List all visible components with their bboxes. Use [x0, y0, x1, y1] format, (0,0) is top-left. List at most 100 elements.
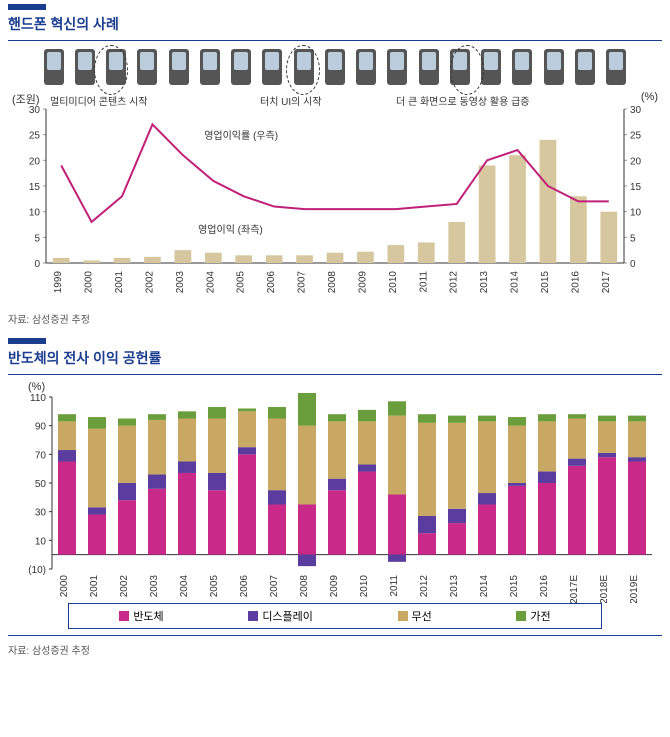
phone-icon [169, 49, 189, 85]
chart2-source: 자료: 삼성증권 추정 [8, 642, 662, 657]
divider [8, 635, 662, 636]
chart2-svg: (10)103050709011020002001200220032004200… [8, 393, 662, 603]
phone-icon [137, 49, 157, 85]
phone-icon [325, 49, 345, 85]
svg-text:2006: 2006 [239, 575, 250, 598]
svg-text:2009: 2009 [329, 575, 340, 598]
phone-icon [75, 49, 95, 85]
svg-text:10: 10 [29, 208, 41, 219]
phone-icon [44, 49, 64, 85]
legend-label: 무선 [412, 608, 432, 624]
accent-bar [8, 4, 46, 10]
svg-text:2015: 2015 [509, 575, 520, 598]
svg-text:15: 15 [29, 182, 41, 193]
svg-text:2003: 2003 [149, 575, 160, 598]
svg-text:2007: 2007 [269, 575, 280, 598]
chart2-panel: 반도체의 전사 이익 공헌률 (%) (10)10305070901102000… [8, 338, 662, 657]
phone-icon [419, 49, 439, 85]
svg-text:2017E: 2017E [569, 575, 580, 603]
chart1-svg: 0055101015152020252530301999200020012002… [8, 105, 662, 305]
phone-icon [387, 49, 407, 85]
legend-label: 반도체 [133, 608, 163, 624]
circle-annotation-1 [94, 45, 128, 95]
phone-icon [262, 49, 282, 85]
phone-icon [481, 49, 501, 85]
chart2-area: (%) (10)10305070901102000200120022003200… [8, 379, 662, 599]
svg-text:2005: 2005 [236, 271, 247, 294]
svg-text:25: 25 [630, 131, 642, 142]
svg-text:0: 0 [34, 259, 40, 270]
svg-text:2008: 2008 [299, 575, 310, 598]
svg-text:2010: 2010 [359, 575, 370, 598]
svg-text:20: 20 [630, 156, 642, 167]
chart1-source: 자료: 삼성증권 추정 [8, 311, 662, 326]
svg-text:2012: 2012 [419, 575, 430, 598]
svg-text:2016: 2016 [570, 271, 581, 294]
svg-text:영업이익률 (우측): 영업이익률 (우측) [204, 129, 278, 142]
divider [8, 40, 662, 41]
chart1-title: 핸드폰 혁신의 사례 [8, 14, 662, 34]
circle-annotation-2 [286, 45, 320, 95]
svg-text:90: 90 [35, 422, 47, 433]
legend-item: 반도체 [119, 608, 163, 624]
right-axis-label: (%) [641, 91, 658, 103]
svg-text:0: 0 [630, 259, 636, 270]
phone-icon [200, 49, 220, 85]
legend-swatch [516, 611, 526, 621]
svg-text:2010: 2010 [388, 271, 399, 294]
svg-text:2013: 2013 [449, 575, 460, 598]
accent-bar [8, 338, 46, 344]
legend-label: 가전 [530, 608, 550, 624]
chart2-title: 반도체의 전사 이익 공헌률 [8, 348, 662, 368]
svg-text:20: 20 [29, 156, 41, 167]
legend-label: 디스플레이 [262, 608, 313, 624]
legend-swatch [398, 611, 408, 621]
svg-text:2017: 2017 [601, 271, 612, 294]
svg-text:(10): (10) [28, 565, 46, 576]
svg-text:15: 15 [630, 182, 642, 193]
legend-item: 가전 [516, 608, 550, 624]
svg-text:2018E: 2018E [599, 575, 610, 603]
svg-text:2004: 2004 [205, 271, 216, 294]
svg-text:2012: 2012 [449, 271, 460, 294]
svg-text:2000: 2000 [59, 575, 70, 598]
svg-text:2014: 2014 [479, 575, 490, 598]
svg-text:25: 25 [29, 131, 41, 142]
svg-text:5: 5 [630, 233, 636, 244]
svg-text:2011: 2011 [389, 575, 400, 597]
svg-text:110: 110 [30, 393, 46, 404]
legend-swatch [248, 611, 258, 621]
phone-icon [606, 49, 626, 85]
svg-text:2000: 2000 [84, 271, 95, 294]
svg-text:2019E: 2019E [629, 575, 640, 603]
svg-text:2015: 2015 [540, 271, 551, 294]
legend-item: 디스플레이 [248, 608, 313, 624]
chart2-axis-label: (%) [28, 381, 45, 393]
svg-text:2005: 2005 [209, 575, 220, 598]
chart1-panel: 핸드폰 혁신의 사례 (조원) (%) 멀티미디어 콘텐츠 시작 터치 UI의 … [8, 4, 662, 326]
svg-text:2004: 2004 [179, 575, 190, 598]
svg-text:10: 10 [35, 536, 47, 547]
svg-text:2009: 2009 [357, 271, 368, 294]
svg-text:30: 30 [29, 105, 41, 116]
phone-icon [544, 49, 564, 85]
phone-icon [356, 49, 376, 85]
svg-text:영업이익 (좌측): 영업이익 (좌측) [198, 223, 263, 236]
svg-text:2013: 2013 [479, 271, 490, 294]
svg-text:1999: 1999 [53, 271, 64, 294]
svg-text:2001: 2001 [89, 575, 100, 598]
svg-text:2006: 2006 [266, 271, 277, 294]
legend-item: 무선 [398, 608, 432, 624]
svg-text:2003: 2003 [175, 271, 186, 294]
svg-text:10: 10 [630, 208, 642, 219]
chart1-area: (조원) (%) 멀티미디어 콘텐츠 시작 터치 UI의 시작 더 큰 화면으로… [8, 45, 662, 305]
svg-text:5: 5 [34, 233, 40, 244]
divider [8, 374, 662, 375]
svg-text:2002: 2002 [119, 575, 130, 598]
circle-annotation-3 [450, 45, 484, 95]
svg-text:30: 30 [630, 105, 642, 116]
phone-icon [231, 49, 251, 85]
svg-text:2007: 2007 [297, 271, 308, 294]
svg-text:2011: 2011 [418, 271, 429, 293]
phone-icon [575, 49, 595, 85]
